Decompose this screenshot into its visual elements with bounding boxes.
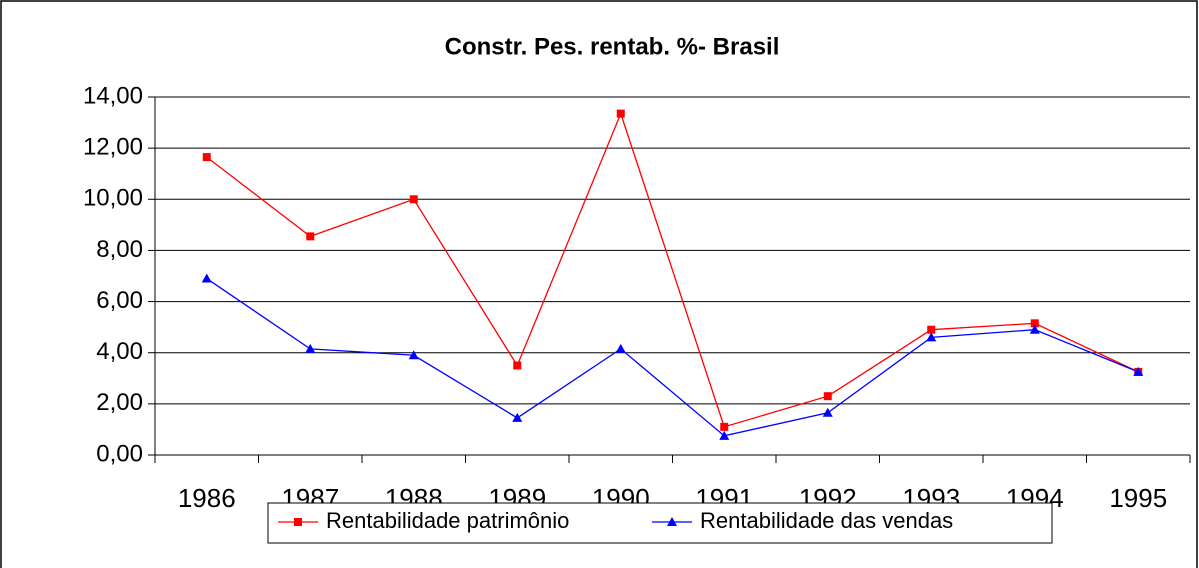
data-point (305, 343, 316, 353)
series-line (206, 278, 1139, 437)
legend-label: Rentabilidade das vendas (700, 508, 953, 533)
data-point (926, 332, 937, 342)
chart-title: Constr. Pes. rentab. %- Brasil (445, 33, 780, 60)
data-point (823, 392, 832, 401)
legend-box (267, 502, 1053, 544)
y-tick-label: 14,00 (83, 82, 143, 109)
data-point (408, 350, 419, 360)
data-point (1133, 366, 1144, 376)
data-point (1030, 319, 1039, 328)
data-point (822, 407, 833, 417)
data-point (202, 153, 211, 162)
y-tick-label: 10,00 (83, 185, 143, 212)
legend-marker (667, 517, 677, 526)
y-tick-label: 6,00 (96, 287, 143, 314)
y-tick-label: 4,00 (96, 338, 143, 365)
y-tick-label: 2,00 (96, 389, 143, 416)
series-line (206, 111, 1139, 428)
data-point (927, 325, 936, 334)
data-point (719, 430, 730, 440)
legend-label: Rentabilidade patrimônio (326, 508, 569, 533)
data-point (615, 343, 626, 353)
y-tick-label: 0,00 (96, 440, 143, 467)
data-point (720, 422, 729, 431)
y-tick-label: 8,00 (96, 236, 143, 263)
legend-marker (294, 518, 302, 526)
data-point (201, 273, 212, 283)
data-point (512, 412, 523, 422)
data-point (616, 109, 625, 118)
data-point (409, 195, 418, 204)
data-point (306, 232, 315, 241)
x-tick-label: 1995 (1109, 483, 1167, 513)
data-point (1029, 324, 1040, 334)
y-tick-label: 12,00 (83, 133, 143, 160)
x-tick-label: 1986 (178, 483, 236, 513)
data-point (513, 361, 522, 370)
